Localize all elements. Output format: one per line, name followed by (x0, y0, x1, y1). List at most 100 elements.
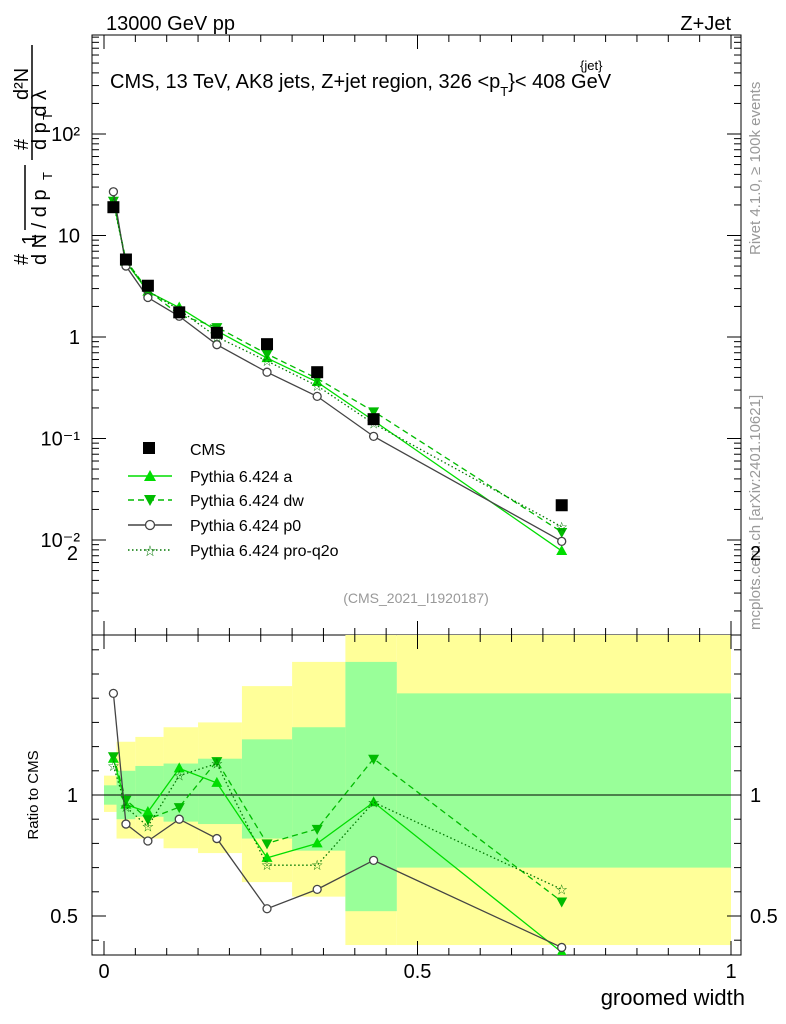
analysis-id: (CMS_2021_I1920187) (343, 590, 489, 606)
main-point-cms (119, 253, 132, 266)
ratio-point-dw (142, 815, 154, 826)
main-axis-ticks: 10⁻² 10⁻¹ 1 10 10² (41, 35, 741, 635)
ratio-point-dw (211, 757, 223, 768)
ratio-band-inner (241, 739, 293, 839)
legend-marker-dw (144, 495, 156, 506)
legend-label-a: Pythia 6.424 a (190, 469, 292, 486)
svg-text:d²N: d²N (11, 68, 33, 100)
ratio-band-inner (292, 727, 346, 851)
ratio-point-pro-q2o: ☆ (211, 756, 224, 772)
plot-title: CMS, 13 TeV, AK8 jets, Z+jet region, 326… (110, 71, 612, 99)
ratio-point-a (311, 837, 323, 848)
ratio-point-p0 (312, 884, 322, 895)
ratio-point-p0 (143, 836, 153, 846)
main-point-dw (261, 350, 273, 361)
main-point-p0 (108, 187, 119, 197)
main-point-cms (107, 201, 120, 214)
main-point-cms (141, 279, 154, 292)
ratio-point-pro-q2o: ☆ (173, 768, 186, 784)
side-label-mcplots: mcplots.cern.ch [arXiv:2401.10621] (747, 395, 764, 630)
ratio-point-dw (173, 803, 185, 814)
ratio-point-dw (556, 897, 568, 908)
main-point-pro-q2o: ☆ (261, 353, 274, 369)
main-point-p0 (212, 340, 222, 350)
ratio-bands-group (92, 635, 741, 946)
legend-marker-p0 (144, 519, 156, 531)
main-ytick-label: 1 (69, 327, 80, 349)
main-point-p0 (312, 391, 322, 402)
ratio-ytick-label: 2 (67, 543, 78, 565)
ratio-point-dw (311, 824, 323, 835)
ratio-point-pro-q2o: ☆ (311, 857, 324, 873)
ratio-point-pro-q2o: ☆ (261, 857, 274, 873)
ratio-ytick-label-right: 1 (750, 785, 761, 807)
xtick-label: 0.5 (404, 961, 432, 983)
main-point-pro-q2o: ☆ (555, 519, 568, 535)
main-point-dw (556, 527, 568, 538)
ratio-point-p0 (262, 904, 272, 914)
legend-label-p0: Pythia 6.424 p0 (190, 518, 301, 535)
main-line-a (112, 200, 563, 552)
legend-marker-cms (143, 442, 155, 454)
main-point-p0 (143, 292, 153, 303)
svg-text:d N / d p: d N / d p (29, 189, 51, 265)
xtick-label: 0 (98, 961, 109, 983)
ratio-axis-ticks: 0.5 0.5 1 1 2 2 0 0.5 1 (50, 543, 778, 983)
main-point-cms (261, 338, 274, 351)
main-series-group: ☆☆☆☆☆☆☆☆☆ (107, 187, 568, 555)
ratio-line-dw (112, 756, 563, 902)
svg-text:#: # (11, 253, 33, 265)
header-left: 13000 GeV pp (106, 13, 235, 35)
legend-label-cms: CMS (190, 442, 226, 459)
main-ytick-label: 10⁻¹ (41, 429, 81, 451)
main-line-pro-q2o (112, 202, 563, 528)
ratio-point-pro-q2o: ☆ (142, 818, 155, 834)
header-right: Z+Jet (680, 13, 731, 35)
main-point-p0 (368, 431, 379, 441)
legend-marker-pro-q2o: ☆ (143, 543, 156, 560)
ratio-series-clip: ☆ ☆ ☆ ☆ ☆ ☆ ☆ ☆ ☆ (107, 688, 568, 955)
ratio-band-inner (396, 693, 731, 868)
legend-marker-a (144, 470, 156, 481)
svg-text:T: T (40, 112, 55, 120)
ratio-point-a (142, 805, 154, 816)
ratio-point-a (368, 796, 380, 807)
ratio-point-a (261, 851, 273, 862)
main-ytick-label: 10⁻² (41, 530, 81, 552)
main-point-p0 (262, 367, 272, 377)
main-point-cms (555, 499, 568, 512)
main-point-dw (368, 407, 380, 418)
ratio-point-pro-q2o: ☆ (367, 794, 380, 810)
ratio-point-pro-q2o: ☆ (555, 881, 568, 897)
ratio-line-pro-q2o (112, 762, 562, 890)
ratio-band-inner (345, 661, 397, 912)
ratio-point-pro-q2o: ☆ (107, 758, 120, 774)
svg-text:d p d λ: d p d λ (29, 90, 51, 150)
ratio-ytick-label-right: 0.5 (750, 906, 778, 928)
ylabel-main: # 1 d N / d p T # d²N d p d λ T (11, 45, 55, 265)
main-point-cms (367, 413, 380, 426)
ratio-ytick-label: 0.5 (50, 906, 78, 928)
main-line-p0 (112, 191, 563, 542)
legend-label-pro-q2o: Pythia 6.424 pro-q2o (190, 543, 339, 560)
ratio-point-p0 (174, 814, 184, 824)
legend-label-dw: Pythia 6.424 dw (190, 493, 304, 510)
ratio-point-dw (368, 754, 380, 765)
ratio-point-pro-q2o: ☆ (120, 799, 133, 815)
ratio-ytick-label: 1 (67, 785, 78, 807)
ratio-point-a (173, 762, 185, 773)
plot-title-sup: {jet} (580, 58, 603, 73)
svg-text:T: T (40, 172, 55, 180)
ratio-point-p0 (121, 819, 131, 829)
xtick-label: 1 (725, 961, 736, 983)
main-point-cms (173, 306, 186, 319)
main-point-a (556, 544, 568, 555)
main-ytick-label: 10 (58, 226, 80, 248)
ylabel-ratio: Ratio to CMS (25, 750, 42, 839)
ratio-point-p0 (368, 855, 379, 865)
legend: CMS Pythia 6.424 a Pythia 6.424 dw Pythi… (128, 442, 339, 560)
main-point-pro-q2o: ☆ (311, 378, 324, 394)
svg-text:1: 1 (19, 234, 41, 245)
main-point-cms (210, 326, 223, 339)
